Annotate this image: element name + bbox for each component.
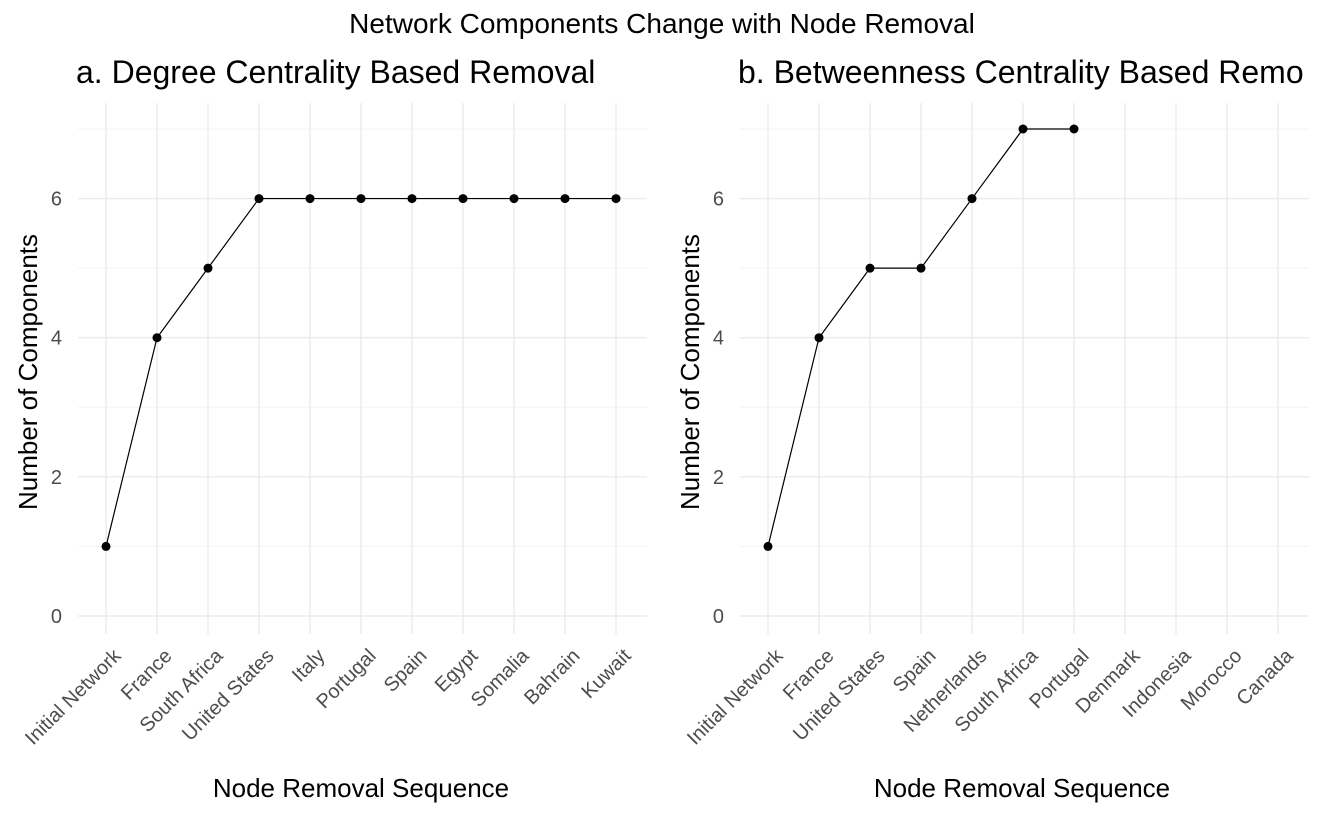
- data-point: [611, 194, 621, 204]
- y-tick-label: 4: [713, 328, 724, 350]
- x-tick-label: Bahrain: [520, 645, 584, 709]
- y-tick-label: 0: [713, 606, 724, 628]
- x-tick-label: Canada: [1232, 644, 1298, 710]
- data-point: [509, 194, 519, 204]
- x-tick-label: Initial Network: [683, 644, 788, 749]
- data-point: [152, 333, 162, 343]
- x-tick-label: Kuwait: [578, 645, 636, 703]
- data-point: [101, 541, 111, 551]
- panel-b-series: [763, 124, 1079, 551]
- x-tick-label: United States: [178, 645, 278, 745]
- x-tick-label: Italy: [288, 645, 329, 686]
- data-point: [560, 194, 570, 204]
- panel-a-y-ticks: 0 2 4 6: [51, 189, 62, 628]
- data-point: [1069, 124, 1079, 134]
- panel-betweenness-centrality: b. Betweenness Centrality Based Remo 0 2 4…: [675, 54, 1309, 803]
- data-point: [916, 263, 926, 273]
- data-point: [1018, 124, 1028, 134]
- panel-b-y-axis-title: Number of Components: [675, 234, 705, 510]
- data-point: [254, 194, 264, 204]
- data-point: [967, 194, 977, 204]
- x-tick-label: Spain: [380, 645, 432, 697]
- data-point: [814, 333, 824, 343]
- x-tick-label: Initial Network: [21, 644, 126, 749]
- panel-b-grid: [740, 103, 1309, 634]
- data-point: [865, 263, 875, 273]
- panel-a-y-axis-title: Number of Components: [13, 234, 43, 510]
- y-tick-label: 4: [51, 328, 62, 350]
- panel-a-title: a. Degree Centrality Based Removal: [76, 54, 595, 90]
- y-tick-label: 2: [51, 467, 62, 489]
- panel-b-y-ticks: 0 2 4 6: [713, 189, 724, 628]
- data-point: [203, 263, 213, 273]
- data-point: [305, 194, 315, 204]
- panel-b-x-axis-title: Node Removal Sequence: [874, 773, 1170, 803]
- panel-a-grid: [78, 103, 647, 634]
- y-tick-label: 2: [713, 467, 724, 489]
- panel-b-title: b. Betweenness Centrality Based Remo: [738, 54, 1304, 90]
- x-tick-label: Somalia: [467, 644, 534, 711]
- panel-a-x-axis-title: Node Removal Sequence: [213, 773, 509, 803]
- panel-a-series: [101, 194, 621, 551]
- panel-degree-centrality: a. Degree Centrality Based Removal 0246 …: [13, 54, 647, 803]
- figure-title: Network Components Change with Node Remo…: [349, 8, 975, 39]
- data-point: [356, 194, 366, 204]
- y-tick-label: 6: [51, 189, 62, 211]
- data-point: [407, 194, 417, 204]
- data-point: [458, 194, 468, 204]
- data-point: [763, 541, 773, 551]
- x-tick-label: United States: [789, 645, 889, 745]
- y-tick-label: 6: [713, 189, 724, 211]
- y-tick-label: 0: [51, 606, 62, 628]
